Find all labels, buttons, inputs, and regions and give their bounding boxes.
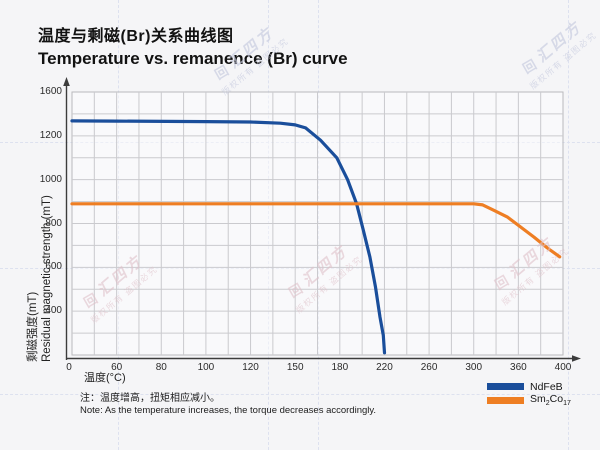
legend-label-ndfeb: NdFeB — [530, 380, 563, 393]
x-tick-label: 120 — [242, 362, 259, 373]
x-axis-title: 温度(°C) — [84, 372, 126, 384]
series-curve-ndfeb — [70, 119, 387, 355]
y-tick-label: 400 — [45, 305, 62, 317]
footnote-zh: 注：温度增高，扭矩相应减小。 — [80, 393, 220, 404]
x-tick-label: 220 — [376, 362, 393, 373]
y-tick-label: 800 — [45, 217, 62, 229]
x-tick-label: 400 — [554, 362, 572, 373]
x-tick-label: 150 — [286, 362, 304, 373]
x-tick-label: 100 — [197, 362, 215, 373]
legend-label-sm2co17: Sm2Co17 — [530, 393, 571, 408]
page-title-zh: 温度与剩磁(Br)关系曲线图 — [38, 28, 234, 45]
x-tick-label: 180 — [331, 362, 349, 373]
y-tick-label: 600 — [45, 261, 62, 273]
title-block: 温度与剩磁(Br)关系曲线图 Temperature vs. remanence… — [38, 27, 348, 70]
footnote-en: Note: As the temperature increases, the … — [80, 405, 377, 416]
legend-item-ndfeb: NdFeB — [487, 380, 571, 393]
x-tick-label: 0 — [66, 362, 72, 373]
x-tick-label: 360 — [510, 362, 527, 373]
series-curve-sm2co17 — [70, 202, 562, 259]
legend: NdFeB Sm2Co17 — [487, 380, 571, 408]
x-tick-label: 60 — [111, 362, 123, 373]
y-tick-label: 1600 — [39, 86, 62, 97]
legend-swatch-ndfeb — [487, 383, 524, 390]
legend-item-sm2co17: Sm2Co17 — [487, 393, 571, 408]
y-tick-label: 1200 — [39, 129, 62, 141]
footnote: 注：温度增高，扭矩相应减小。 Note: As the temperature … — [80, 393, 376, 417]
x-tick-label: 260 — [420, 362, 438, 373]
x-tick-label: 300 — [465, 362, 483, 373]
legend-swatch-sm2co17 — [487, 397, 524, 404]
x-axis-arrow-icon — [572, 355, 581, 362]
y-tick-label: 1000 — [39, 173, 62, 185]
page-title-en: Temperature vs. remanence (Br) curve — [38, 49, 348, 68]
y-axis-arrow-icon — [63, 77, 70, 86]
x-tick-label: 80 — [155, 362, 167, 373]
